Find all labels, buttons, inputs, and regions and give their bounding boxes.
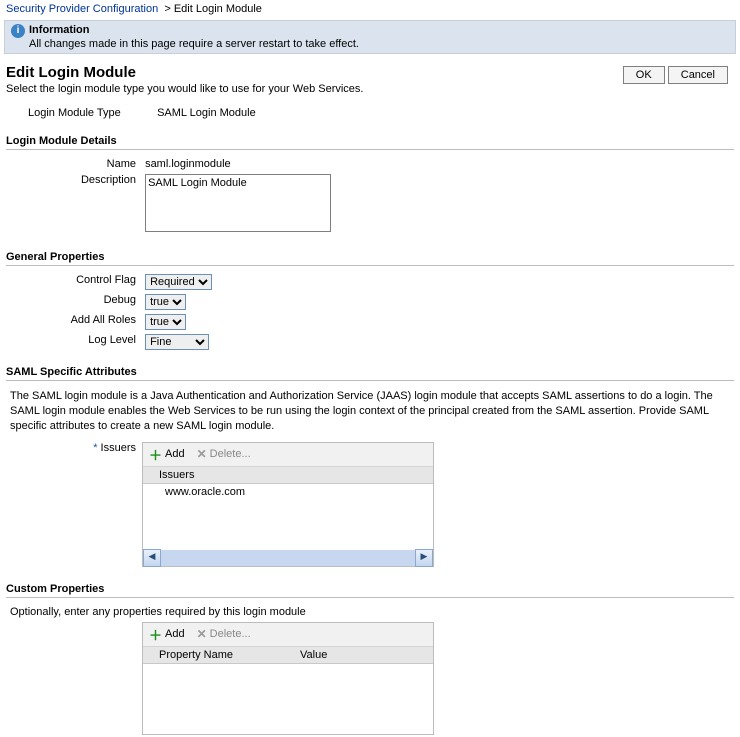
ok-button[interactable]: OK — [623, 66, 665, 84]
props-delete-button[interactable]: ✕Delete... — [197, 625, 251, 644]
issuers-label: * Issuers — [6, 442, 142, 567]
saml-section-title: SAML Specific Attributes — [6, 366, 734, 378]
plus-icon: ＋ — [149, 625, 162, 644]
issuers-grid: ＋Add ✕Delete... Issuers www.oracle.com ◀… — [142, 442, 434, 567]
issuers-row[interactable]: www.oracle.com — [143, 484, 433, 500]
issuers-add-button[interactable]: ＋Add — [149, 445, 185, 464]
props-col-value: Value — [292, 647, 433, 663]
log-level-select[interactable]: Fine — [145, 334, 209, 350]
description-input[interactable]: SAML Login Module — [145, 174, 331, 232]
name-value: saml.loginmodule — [145, 158, 231, 170]
debug-select[interactable]: true — [145, 294, 186, 310]
issuers-delete-button[interactable]: ✕Delete... — [197, 445, 251, 464]
description-label: Description — [6, 174, 142, 186]
module-type-value: SAML Login Module — [157, 107, 256, 119]
scroll-right-button[interactable]: ▶ — [415, 549, 433, 567]
debug-label: Debug — [6, 294, 142, 306]
add-all-roles-label: Add All Roles — [6, 314, 142, 326]
info-title: Information — [29, 24, 90, 36]
control-flag-label: Control Flag — [6, 274, 142, 286]
scroll-left-button[interactable]: ◀ — [143, 549, 161, 567]
custom-help-text: Optionally, enter any properties require… — [0, 604, 740, 620]
delete-icon: ✕ — [197, 447, 207, 461]
page-subtitle: Select the login module type you would l… — [6, 83, 363, 95]
details-section-title: Login Module Details — [6, 135, 734, 147]
saml-help-text: The SAML login module is a Java Authenti… — [0, 387, 740, 440]
info-icon: i — [11, 24, 25, 38]
module-type-label: Login Module Type — [6, 107, 154, 119]
page-title: Edit Login Module — [6, 64, 363, 81]
breadcrumb-current: Edit Login Module — [174, 3, 262, 15]
information-panel: i Information All changes made in this pa… — [4, 20, 736, 54]
plus-icon: ＋ — [149, 445, 162, 464]
props-col-name: Property Name — [143, 647, 292, 663]
props-body — [143, 664, 433, 734]
issuers-scrollbar[interactable]: ◀ ▶ — [143, 550, 433, 566]
general-section-title: General Properties — [6, 251, 734, 263]
breadcrumb-root-link[interactable]: Security Provider Configuration — [6, 3, 158, 15]
cancel-button[interactable]: Cancel — [668, 66, 728, 84]
control-flag-select[interactable]: Required — [145, 274, 212, 290]
name-label: Name — [6, 158, 142, 170]
add-all-roles-select[interactable]: true — [145, 314, 186, 330]
breadcrumb: Security Provider Configuration > Edit L… — [0, 0, 740, 18]
delete-icon: ✕ — [197, 627, 207, 641]
custom-section-title: Custom Properties — [6, 583, 734, 595]
issuers-column-header: Issuers — [143, 467, 433, 484]
props-add-button[interactable]: ＋Add — [149, 625, 185, 644]
log-level-label: Log Level — [6, 334, 142, 346]
info-text: All changes made in this page require a … — [11, 38, 729, 50]
